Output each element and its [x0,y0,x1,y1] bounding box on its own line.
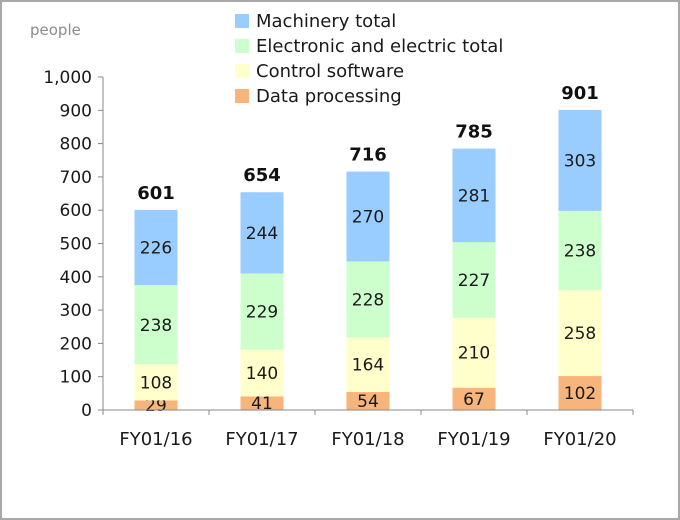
legend-label: Data processing [256,86,402,107]
bar-segment [452,242,496,318]
data-label: 244 [246,224,278,244]
bar-segment [452,148,496,243]
y-axis: 0 100 200 300 400 500 600 700 800 900 1,000 [43,68,104,421]
legend-label: Machinery total [256,11,396,32]
total-label: 601 [137,183,175,204]
x-tick-label: FY01/19 [437,429,510,450]
y-tick-label: 800 [60,135,92,155]
data-label: 270 [352,208,384,228]
total-label: 901 [561,83,599,104]
total-label: 785 [455,122,493,143]
x-tick-label: FY01/16 [119,429,192,450]
bar-stack: 102 258 238 303 901 [558,83,602,410]
bar-segment [346,261,390,338]
data-label: 303 [564,151,596,171]
x-tick-label: FY01/17 [225,429,298,450]
legend-item: Electronic and electric total [235,36,503,57]
data-label: 258 [564,324,596,344]
bar-segment [558,210,602,291]
y-tick-label: 400 [60,268,92,288]
data-label: 227 [458,271,490,291]
bar-stack: 67 210 227 281 785 [452,122,496,410]
data-label: 102 [564,384,596,404]
data-label: 67 [463,390,485,410]
legend-item: Control software [235,61,404,82]
total-label: 654 [243,165,281,186]
y-tick-label: 900 [60,101,92,121]
legend-label: Control software [256,61,404,82]
bar-segment [346,392,390,410]
y-tick-label: 1,000 [43,68,92,88]
bar-segment [240,273,284,350]
legend-swatch [235,39,249,53]
data-label: 281 [458,186,490,206]
x-tick-label: FY01/18 [331,429,404,450]
bar-segment [558,290,602,377]
bar-segment [558,109,602,211]
legend-swatch [235,14,249,28]
x-tick-label: FY01/20 [543,429,616,450]
bar-stack: 54 164 228 270 716 [346,145,390,412]
legend-label: Electronic and electric total [256,36,503,57]
data-label: 108 [140,373,172,393]
bar-segment [134,285,178,365]
legend-swatch [235,89,249,103]
bar-segment [452,387,496,410]
bar-segment [240,192,284,274]
y-tick-label: 600 [60,201,92,221]
data-label: 41 [251,394,273,414]
data-label: 140 [246,364,278,384]
data-label: 54 [357,392,379,412]
bar-segment [134,209,178,286]
total-label: 716 [349,145,387,166]
data-label: 229 [246,303,278,323]
data-label: 226 [140,238,172,258]
y-tick-label: 300 [60,301,92,321]
y-tick-label: 500 [60,235,92,255]
unit-label: people [30,21,81,39]
bar-segment [134,400,178,410]
data-label: 228 [352,290,384,310]
data-label: 238 [140,316,172,336]
data-label: 210 [458,344,490,364]
data-label: 238 [564,241,596,261]
legend-item: Machinery total [235,11,396,32]
bar-segment [240,349,284,397]
legend: Machinery total Electronic and electric t… [235,11,503,107]
bar-segment [346,337,390,393]
bar-segment [346,171,390,262]
bar-segment [240,396,284,410]
data-label: 164 [352,356,384,376]
legend-swatch [235,64,249,78]
y-tick-label: 0 [81,401,92,421]
bars-group: 29 108 238 226 601 41 140 229 244 654 54 164 228 270 7… [134,83,602,416]
y-tick-label: 100 [60,368,92,388]
bar-segment [558,376,602,410]
bar-segment [452,317,496,388]
y-tick-label: 200 [60,334,92,354]
bar-stack: 41 140 229 244 654 [240,165,284,414]
y-tick-label: 700 [60,168,92,188]
bar-stack: 29 108 238 226 601 [134,183,178,416]
x-axis: FY01/16 FY01/17 FY01/18 FY01/19 FY01/20 [102,409,634,450]
bar-segment [134,364,178,401]
data-label: 29 [145,396,167,416]
legend-item: Data processing [235,86,402,107]
